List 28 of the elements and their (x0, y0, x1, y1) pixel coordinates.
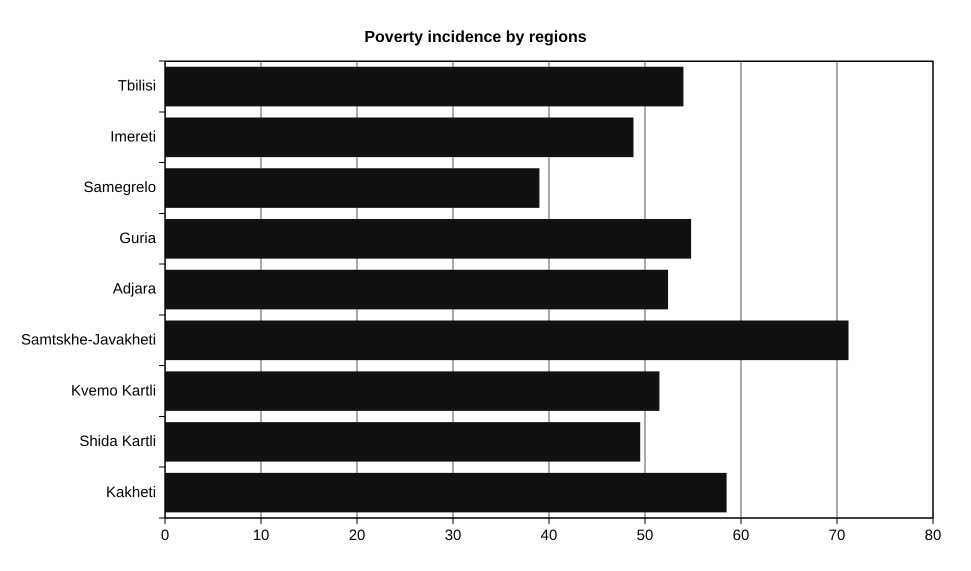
bar (166, 168, 540, 208)
y-tick-label: Kakheti (106, 484, 156, 501)
bar (166, 66, 684, 106)
x-tick-label: 60 (732, 527, 750, 544)
x-tick-label: 20 (348, 527, 366, 544)
bar (166, 422, 640, 462)
y-tick-label: Adjara (112, 280, 157, 298)
bar (166, 472, 727, 512)
x-tick-label: 40 (540, 527, 558, 544)
bar (166, 219, 692, 259)
y-tick-label: Shida Kartli (79, 433, 156, 450)
y-tick-label: Kvemo Kartli (71, 382, 156, 400)
bar (166, 320, 849, 360)
y-tick-label: Samtskhe-Javakheti (20, 331, 156, 348)
bar (166, 118, 634, 158)
x-tick-label: 70 (828, 527, 846, 544)
y-tick-label: Samegrelo (84, 179, 156, 196)
y-tick-label: Tbilisi (118, 78, 156, 95)
chart-title: Poverty incidence by regions (364, 29, 587, 46)
y-tick-label: Imereti (110, 128, 156, 146)
x-tick-label: 10 (252, 527, 270, 544)
bar (166, 270, 668, 310)
x-tick-label: 80 (924, 527, 942, 544)
bar (166, 371, 660, 411)
x-tick-label: 50 (636, 527, 654, 544)
y-tick-label: Guria (119, 230, 157, 247)
x-tick-label: 30 (444, 527, 462, 544)
x-tick-label: 0 (160, 527, 170, 544)
